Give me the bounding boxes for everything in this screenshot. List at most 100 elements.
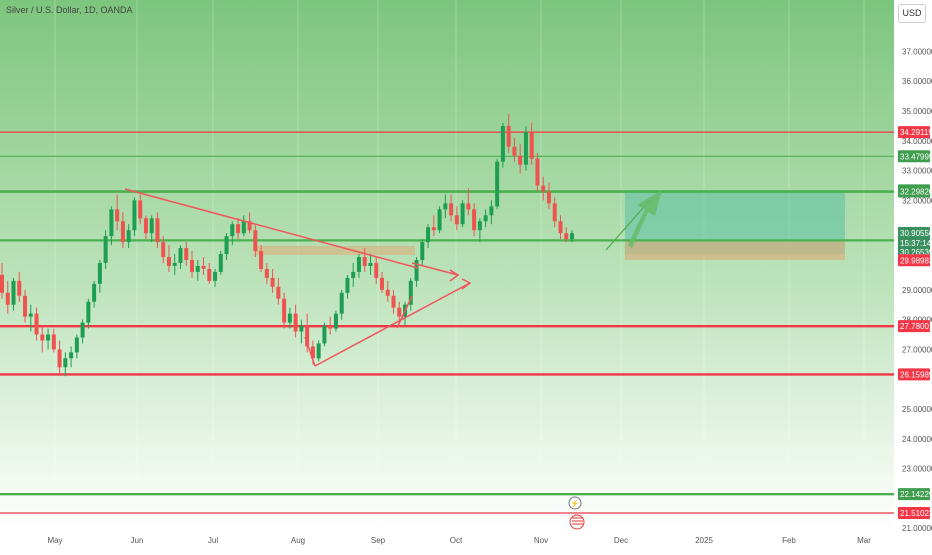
level-price-text: 22.14229 bbox=[900, 490, 932, 499]
candle-body bbox=[529, 131, 534, 159]
x-tick-label: Jul bbox=[208, 536, 218, 545]
candle bbox=[69, 346, 74, 368]
candle-body bbox=[17, 280, 22, 296]
candle bbox=[477, 218, 482, 243]
candle bbox=[253, 224, 258, 258]
candle-body bbox=[391, 295, 396, 308]
candle bbox=[92, 280, 97, 308]
candle bbox=[356, 254, 361, 278]
y-tick-label: 21.00000 bbox=[902, 524, 932, 533]
level-lines bbox=[0, 131, 894, 514]
arrow-head bbox=[449, 269, 460, 282]
candle-body bbox=[552, 203, 557, 222]
candle-body bbox=[97, 262, 102, 284]
level-price-text: 34.29119 bbox=[900, 128, 932, 137]
candle bbox=[109, 206, 114, 246]
candle-body bbox=[143, 218, 148, 234]
candle-body bbox=[161, 242, 166, 258]
entry-zone bbox=[625, 240, 845, 260]
candle bbox=[11, 277, 16, 311]
current-price-tag bbox=[898, 227, 930, 250]
arrow-shaft bbox=[411, 262, 459, 276]
candle-body bbox=[426, 227, 431, 243]
candle bbox=[178, 245, 183, 269]
candle-body bbox=[178, 248, 183, 263]
candle bbox=[161, 236, 166, 263]
candle-body bbox=[69, 352, 74, 359]
candle bbox=[80, 319, 85, 344]
candle bbox=[374, 257, 379, 284]
arrow-thin bbox=[605, 199, 651, 251]
candle bbox=[397, 301, 402, 323]
candle bbox=[564, 227, 569, 243]
candle-body bbox=[299, 325, 304, 332]
x-tick-label: Feb bbox=[782, 536, 796, 545]
candle-body bbox=[535, 158, 540, 186]
candle bbox=[552, 197, 557, 228]
currency-button[interactable]: USD bbox=[898, 4, 926, 23]
candle-body bbox=[207, 268, 212, 281]
candle bbox=[276, 277, 281, 305]
candle-body bbox=[380, 277, 384, 290]
event-icon-glyph: ⚡ bbox=[571, 499, 580, 508]
price-labels: 34.2911933.4799932.3377932.2982030.65804… bbox=[898, 126, 932, 519]
projection-arrow bbox=[605, 190, 662, 251]
candle bbox=[437, 206, 442, 234]
candle bbox=[443, 194, 448, 219]
candle bbox=[74, 334, 79, 359]
candle bbox=[97, 260, 102, 293]
event-icon bbox=[568, 496, 582, 510]
candle bbox=[339, 289, 344, 320]
candle bbox=[190, 251, 194, 278]
candle bbox=[172, 254, 177, 275]
candle-body bbox=[34, 313, 39, 335]
candle-body bbox=[0, 274, 4, 293]
candle bbox=[362, 248, 367, 272]
candle-body bbox=[109, 209, 114, 237]
candle bbox=[368, 254, 373, 275]
price-axis-background bbox=[894, 0, 932, 550]
time-axis-background bbox=[0, 530, 894, 550]
candle-body bbox=[270, 277, 275, 287]
candle bbox=[282, 292, 287, 329]
candle bbox=[523, 125, 528, 171]
candle-body bbox=[483, 215, 488, 222]
y-tick-label: 32.00000 bbox=[902, 196, 932, 205]
x-tick-label: Aug bbox=[291, 536, 305, 545]
candle bbox=[17, 271, 22, 302]
candle-body bbox=[120, 221, 125, 243]
candle bbox=[495, 158, 500, 210]
y-tick-label: 24.00000 bbox=[902, 435, 932, 444]
candle-body bbox=[345, 277, 350, 293]
candle-body bbox=[23, 295, 28, 317]
candle bbox=[414, 257, 419, 287]
candle bbox=[380, 271, 384, 293]
candle bbox=[23, 289, 28, 323]
candle bbox=[57, 340, 62, 374]
current-price-text: 30.90550 bbox=[900, 229, 932, 238]
candle-body bbox=[431, 227, 436, 231]
candle bbox=[472, 203, 477, 237]
candle-body bbox=[63, 358, 68, 368]
candle-body bbox=[368, 262, 373, 266]
candle bbox=[328, 316, 333, 335]
ascending-trendline bbox=[314, 282, 471, 367]
candle bbox=[500, 122, 505, 168]
candle bbox=[0, 262, 4, 299]
level-price-tag bbox=[898, 488, 930, 501]
candle bbox=[391, 289, 396, 314]
candle-body bbox=[149, 218, 154, 234]
candle-body bbox=[558, 221, 563, 234]
candle-body bbox=[443, 203, 448, 210]
x-tick-label: 2025 bbox=[695, 536, 713, 545]
candle-body bbox=[184, 248, 189, 260]
candle-body bbox=[276, 286, 281, 299]
candle-body bbox=[454, 215, 459, 225]
candle bbox=[512, 137, 517, 162]
candles bbox=[0, 113, 574, 377]
level-price-text: 21.51022 bbox=[900, 509, 932, 518]
y-tick-label: 28.00000 bbox=[902, 316, 932, 325]
x-tick-label: Mar bbox=[857, 536, 871, 545]
candle bbox=[103, 230, 108, 269]
